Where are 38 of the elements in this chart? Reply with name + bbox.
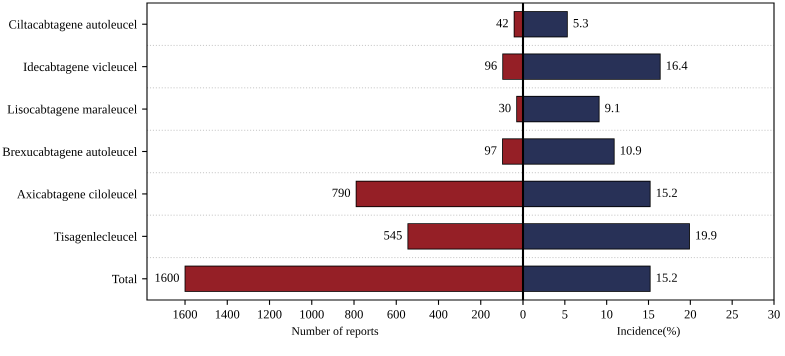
y-tick-label: Lisocabtagene maraleucel bbox=[8, 104, 138, 116]
x-tick-label: 0 bbox=[520, 310, 526, 319]
data-label: 16.4 bbox=[666, 61, 688, 70]
x-tick-label: 25 bbox=[726, 310, 738, 319]
x-tick-label: 10 bbox=[602, 310, 612, 319]
data-label: 545 bbox=[384, 231, 402, 240]
y-tick-label: Ciltacabtagene autoleucel bbox=[9, 20, 138, 32]
x-tick-label: 5 bbox=[562, 310, 568, 319]
x-tick-label: 200 bbox=[472, 310, 490, 319]
y-tick-label: Brexucabtagene autoleucel bbox=[2, 147, 138, 159]
y-tick-label: Tisagenlecleucel bbox=[54, 232, 138, 244]
y-tick-label: Total bbox=[112, 274, 138, 284]
data-label: 5.3 bbox=[574, 18, 588, 28]
data-label: 19.9 bbox=[696, 231, 716, 240]
x-tick-label: 15 bbox=[643, 310, 654, 319]
data-label: 30 bbox=[499, 104, 511, 112]
data-label: 42 bbox=[496, 18, 508, 28]
data-label: 1600 bbox=[156, 273, 179, 282]
x-tick-label: 400 bbox=[429, 310, 448, 319]
x-tick-label: 20 bbox=[684, 310, 696, 319]
data-label: 97 bbox=[484, 146, 497, 155]
data-label: 15.2 bbox=[656, 188, 677, 198]
data-label: 790 bbox=[332, 188, 350, 198]
data-label: 96 bbox=[485, 61, 497, 70]
y-tick-label: Idecabtagene vicleucel bbox=[24, 62, 138, 74]
data-label: 9.1 bbox=[605, 104, 620, 112]
data-label: 15.2 bbox=[656, 274, 677, 282]
x-tick-label: 1200 bbox=[258, 310, 282, 319]
x-axis-title: Incidence(%) bbox=[617, 326, 680, 338]
data-label: 10.9 bbox=[620, 146, 642, 155]
x-tick-label: 30 bbox=[768, 310, 780, 319]
x-tick-label: 800 bbox=[345, 310, 363, 319]
x-axis-title: Number of reports bbox=[292, 326, 378, 338]
x-tick-label: 1600 bbox=[174, 310, 198, 319]
x-tick-label: 600 bbox=[387, 310, 406, 319]
x-tick-label: 1000 bbox=[300, 310, 324, 319]
y-tick-label: Axicabtagene ciloleucel bbox=[16, 190, 138, 201]
x-tick-label: 1400 bbox=[216, 310, 240, 319]
